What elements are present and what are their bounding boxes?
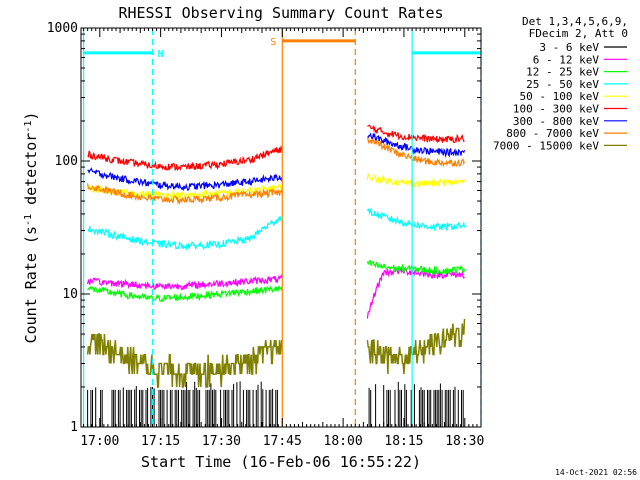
y-axis-label-suffix: ) bbox=[22, 112, 40, 121]
y-tick-label-100: 100 bbox=[55, 154, 78, 169]
legend-label-6-12-kev: 6 - 12 keV bbox=[533, 53, 600, 66]
legend-header-1: FDecim 2, Att 0 bbox=[529, 27, 628, 40]
legend-label-25-50-kev: 25 - 50 keV bbox=[526, 78, 599, 91]
x-tick-label-1800: 18:00 bbox=[324, 434, 363, 449]
x-tick-label-1830: 18:30 bbox=[445, 434, 484, 449]
x-tick-label-1700: 17:00 bbox=[80, 434, 119, 449]
chart-title: RHESSI Observing Summary Count Rates bbox=[118, 4, 443, 22]
y-axis-label-sup2: -1 bbox=[23, 121, 34, 133]
y-axis-label-prefix: Count Rate (s bbox=[22, 226, 40, 343]
y-tick-label-1000: 1000 bbox=[47, 21, 78, 36]
legend-label-12-25-kev: 12 - 25 keV bbox=[526, 66, 599, 79]
y-axis-label-sup1: -1 bbox=[23, 214, 34, 226]
series-800-7000-kev-seg0 bbox=[87, 183, 283, 206]
legend-header-0: Det 1,3,4,5,6,9, bbox=[522, 15, 628, 28]
series-6-12-kev-seg0 bbox=[87, 273, 283, 291]
legend-label-300-800-kev: 300 - 800 keV bbox=[513, 115, 599, 128]
night-flag-label: N bbox=[158, 49, 164, 60]
y-tick-label-1: 1 bbox=[70, 420, 78, 435]
series-25-50-kev-seg0 bbox=[87, 216, 282, 252]
series-12-25-kev-seg1 bbox=[366, 259, 466, 276]
series-800-7000-kev-seg1 bbox=[366, 135, 466, 168]
y-tick-label-10: 10 bbox=[62, 287, 78, 302]
series-50-100-kev-seg1 bbox=[366, 172, 466, 188]
x-tick-label-1815: 18:15 bbox=[384, 434, 423, 449]
series-100-300-kev-seg0 bbox=[87, 145, 283, 172]
plot-frame bbox=[80, 27, 482, 428]
saa-flag-label: S bbox=[270, 37, 276, 48]
series-3-6-kev-seg1 bbox=[368, 382, 464, 427]
y-axis-label: Count Rate (s-1 detector-1) bbox=[22, 112, 40, 344]
legend-label-7000-15000-kev: 7000 - 15000 keV bbox=[493, 139, 599, 152]
footer-timestamp: 14-Oct-2021 02:56 bbox=[555, 468, 637, 477]
series-7000-15000-kev-seg1 bbox=[366, 318, 466, 375]
legend-label-100-300-kev: 100 - 300 keV bbox=[513, 103, 599, 116]
series-7000-15000-kev-seg0 bbox=[86, 333, 283, 388]
series-300-800-kev-seg1 bbox=[367, 132, 466, 158]
x-axis-label: Start Time (16-Feb-06 16:55:22) bbox=[141, 453, 421, 471]
series-25-50-kev-seg1 bbox=[366, 207, 466, 232]
x-tick-label-1745: 17:45 bbox=[263, 434, 302, 449]
y-axis-label-mid: detector bbox=[22, 133, 40, 214]
series-50-100-kev-seg0 bbox=[87, 183, 283, 201]
series-3-6-kev-seg0 bbox=[87, 381, 278, 427]
legend-label-3-6-kev: 3 - 6 keV bbox=[539, 41, 599, 54]
legend-label-50-100-kev: 50 - 100 keV bbox=[520, 90, 600, 103]
series-300-800-kev-seg0 bbox=[87, 167, 283, 192]
x-tick-label-1715: 17:15 bbox=[141, 434, 180, 449]
series-12-25-kev-seg0 bbox=[87, 284, 283, 303]
x-tick-label-1730: 17:30 bbox=[202, 434, 241, 449]
legend-label-800-7000-kev: 800 - 7000 keV bbox=[506, 127, 599, 140]
series-100-300-kev-seg1 bbox=[367, 124, 465, 144]
